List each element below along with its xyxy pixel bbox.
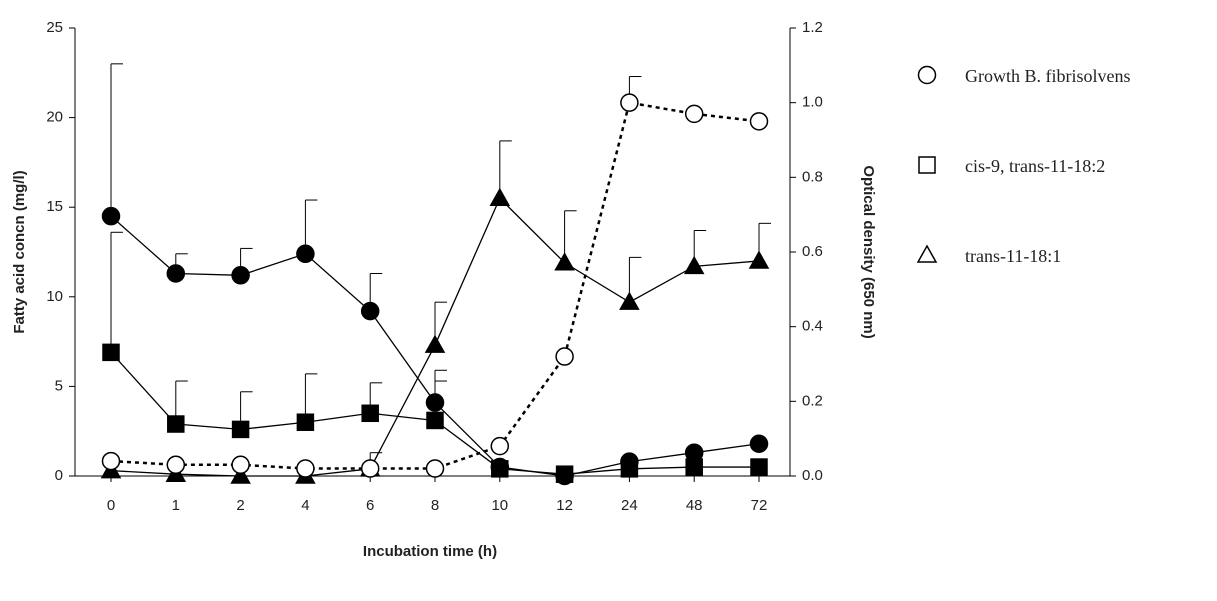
error-bar — [499, 140, 512, 199]
legend-label: trans-11-18:1 — [965, 246, 1061, 266]
legend-item: trans-11-18:1 — [916, 244, 1061, 266]
marker — [167, 415, 185, 433]
marker — [296, 244, 315, 264]
marker — [424, 334, 446, 353]
marker — [749, 112, 769, 131]
y-axis-title: Fatty acid concn (mg/l) — [11, 170, 28, 333]
marker — [361, 404, 379, 423]
y-tick-label: 10 — [46, 288, 63, 305]
marker — [231, 455, 250, 475]
y2-tick-label: 0.0 — [802, 467, 823, 484]
error-bar — [110, 63, 123, 217]
marker — [101, 206, 121, 226]
error-bar — [110, 231, 123, 353]
marker — [101, 451, 121, 471]
x-tick-label: 12 — [556, 497, 573, 514]
x-tick-label: 8 — [431, 497, 439, 514]
y-tick-label: 20 — [46, 109, 63, 126]
x-axis-title: Incubation time (h) — [363, 543, 497, 560]
marker — [426, 411, 444, 430]
marker — [166, 455, 186, 475]
legend-label: Growth B. fibrisolvens — [965, 66, 1131, 86]
marker — [619, 291, 640, 310]
y-tick-label: 0 — [55, 467, 63, 484]
x-tick-label: 24 — [621, 497, 638, 514]
series-line — [110, 101, 760, 470]
marker — [360, 459, 380, 478]
marker — [231, 420, 250, 439]
marker — [750, 458, 768, 476]
marker — [102, 343, 120, 362]
marker — [684, 104, 704, 124]
marker — [554, 252, 575, 271]
marker — [748, 250, 770, 269]
marker — [683, 255, 705, 275]
marker — [425, 459, 445, 478]
marker — [296, 459, 315, 478]
x-tick-label: 6 — [366, 497, 374, 514]
x-tick-label: 4 — [301, 497, 309, 514]
marker — [166, 264, 186, 283]
marker — [620, 93, 639, 112]
marker — [916, 244, 938, 263]
marker — [749, 434, 769, 453]
y-tick-label: 5 — [55, 377, 63, 394]
error-bar — [564, 210, 577, 263]
marker — [685, 458, 703, 476]
marker — [296, 413, 315, 431]
marker — [491, 460, 509, 478]
y2-tick-label: 0.2 — [802, 392, 823, 409]
marker — [490, 436, 510, 456]
marker — [917, 65, 937, 85]
y2-tick-label: 0.6 — [802, 243, 823, 260]
marker — [555, 347, 574, 366]
y2-axis-title: Optical density (650 nm) — [860, 165, 877, 338]
y2-tick-label: 0.4 — [802, 318, 823, 335]
y-tick-label: 15 — [46, 198, 63, 215]
marker — [918, 156, 936, 174]
y2-tick-label: 0.8 — [802, 168, 823, 185]
x-tick-label: 1 — [172, 497, 180, 514]
marker — [555, 465, 574, 483]
legend-item: cis-9, trans-11-18:2 — [918, 156, 1105, 176]
marker — [230, 465, 251, 484]
x-tick-label: 0 — [107, 497, 115, 514]
legend-label: cis-9, trans-11-18:2 — [965, 156, 1105, 176]
x-tick-label: 72 — [751, 497, 768, 514]
marker — [231, 266, 250, 285]
x-tick-label: 48 — [686, 497, 703, 514]
y2-tick-label: 1.0 — [802, 94, 823, 111]
marker — [489, 187, 511, 206]
marker — [425, 393, 445, 412]
legend-item: Growth B. fibrisolvens — [917, 65, 1131, 86]
y2-tick-label: 1.2 — [802, 19, 823, 36]
x-tick-label: 10 — [491, 497, 508, 514]
marker — [620, 460, 639, 478]
y-tick-label: 25 — [46, 19, 63, 36]
marker — [360, 301, 380, 321]
x-tick-label: 2 — [236, 497, 244, 514]
